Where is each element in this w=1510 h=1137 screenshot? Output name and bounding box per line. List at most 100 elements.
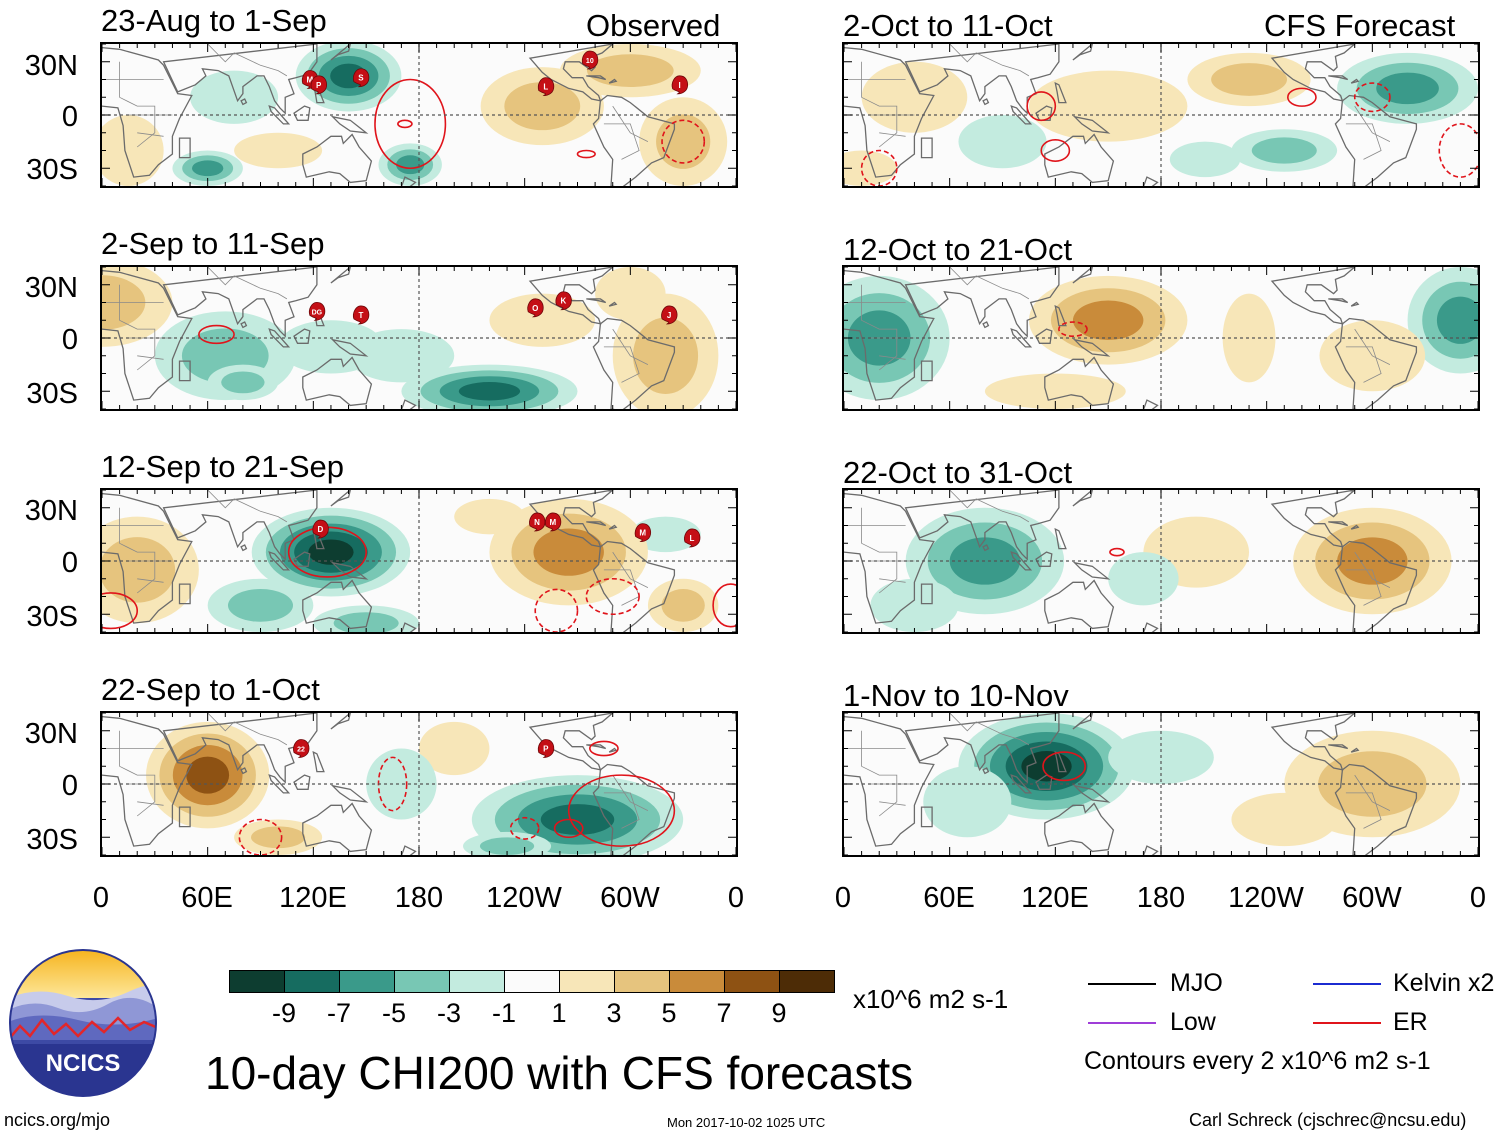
storm-label: L bbox=[690, 534, 695, 543]
storm-label: P bbox=[316, 81, 322, 90]
anomaly-contour bbox=[192, 160, 224, 177]
storm-label: N bbox=[534, 518, 540, 527]
footer-url[interactable]: ncics.org/mjo bbox=[4, 1110, 111, 1130]
coastline bbox=[401, 176, 417, 186]
colorbar-swatch bbox=[229, 970, 285, 993]
storm-marker: M bbox=[544, 512, 562, 532]
coastline bbox=[401, 845, 417, 855]
country-border bbox=[1345, 346, 1382, 383]
coastline bbox=[592, 763, 676, 855]
anomaly-contour bbox=[1251, 137, 1317, 164]
colorbar-tick-label: -9 bbox=[271, 998, 296, 1028]
map-svg-5 bbox=[844, 44, 1478, 186]
coastline bbox=[102, 269, 193, 401]
storm-label: DG bbox=[312, 309, 323, 316]
coastline bbox=[1328, 521, 1349, 527]
coastline bbox=[401, 399, 417, 409]
coastline bbox=[330, 338, 369, 357]
coastline bbox=[592, 94, 676, 186]
anomaly-contour bbox=[102, 115, 164, 186]
er-contour bbox=[712, 583, 736, 628]
er-contour bbox=[553, 818, 584, 839]
contour-note: Contours every 2 x10^6 m2 s-1 bbox=[1084, 1047, 1431, 1075]
legend-label-kelvin: Kelvin x2 bbox=[1393, 969, 1495, 997]
coastline bbox=[982, 321, 990, 329]
anomaly-contour bbox=[227, 588, 294, 622]
anomaly-contour bbox=[251, 826, 306, 849]
anomaly-contour bbox=[861, 61, 968, 133]
coastline bbox=[1054, 750, 1067, 773]
colorbar-tick-label: 1 bbox=[551, 998, 567, 1028]
xlabel-l-120e: 120E bbox=[279, 882, 347, 914]
xlabel-r-120w: 120W bbox=[1228, 882, 1304, 914]
anomaly-contour bbox=[984, 373, 1126, 409]
legend-label-low: Low bbox=[1170, 1008, 1216, 1036]
xlabel-r-60w: 60W bbox=[1342, 882, 1402, 914]
storm-marker: M bbox=[634, 523, 652, 543]
map-panel-8 bbox=[842, 711, 1480, 857]
coastline bbox=[1270, 267, 1356, 325]
coastline bbox=[1054, 527, 1067, 550]
tick-marks bbox=[102, 267, 736, 409]
anomaly-contour bbox=[1436, 296, 1478, 344]
coastline bbox=[240, 321, 248, 329]
storm-icon bbox=[661, 305, 678, 325]
storm-marker: 10 bbox=[581, 50, 599, 70]
coastline bbox=[1143, 622, 1159, 632]
er-contour bbox=[238, 818, 283, 855]
coastline bbox=[240, 767, 248, 775]
tick-marks bbox=[844, 44, 1478, 186]
coastlines bbox=[844, 490, 1418, 632]
country-border bbox=[119, 61, 156, 148]
storm-label: J bbox=[667, 311, 671, 320]
coastline bbox=[1072, 490, 1093, 507]
country-border bbox=[879, 578, 906, 583]
storm-icon bbox=[555, 291, 572, 311]
country-border bbox=[119, 284, 156, 371]
storm-marker: P bbox=[537, 739, 555, 758]
storm-marker: N bbox=[529, 512, 546, 532]
ylabel-30n-4: 30N bbox=[24, 718, 78, 750]
storm-marker: P bbox=[310, 75, 328, 95]
country-border bbox=[879, 132, 906, 137]
coastline bbox=[178, 583, 191, 605]
coastline bbox=[608, 747, 618, 753]
map-svg-7 bbox=[844, 490, 1478, 632]
storm-icon bbox=[537, 77, 555, 97]
coastline bbox=[240, 544, 248, 552]
legend-label-mjo: MJO bbox=[1170, 969, 1223, 997]
coastline bbox=[1270, 44, 1356, 102]
coastline bbox=[592, 540, 676, 632]
storm-marker: 22 bbox=[293, 739, 310, 758]
storm-label: O bbox=[532, 304, 538, 313]
coastline bbox=[1328, 298, 1349, 304]
anomaly-contour bbox=[396, 155, 425, 175]
anomaly-contour bbox=[923, 766, 1012, 838]
coastline bbox=[982, 544, 990, 552]
er-contour bbox=[1438, 123, 1478, 178]
coastline bbox=[1334, 540, 1418, 632]
legend-line-low bbox=[1088, 1022, 1156, 1024]
panel-title-6: 12-Oct to 21-Oct bbox=[843, 232, 1073, 267]
storm-marker: O bbox=[527, 298, 544, 318]
coastline bbox=[1328, 744, 1349, 750]
storm-label: I bbox=[679, 81, 681, 90]
storm-marker: T bbox=[353, 305, 370, 325]
ncics-logo-graphic: NCICS bbox=[9, 949, 157, 1097]
coastline bbox=[608, 524, 618, 530]
anomaly-contour bbox=[656, 114, 711, 169]
coastline bbox=[330, 44, 351, 61]
colorbar-tick-label: -7 bbox=[326, 998, 351, 1028]
storm-icon bbox=[527, 298, 544, 318]
coastline bbox=[162, 267, 318, 338]
country-border bbox=[207, 713, 288, 746]
storm-icon bbox=[353, 305, 370, 325]
panel-title-1: 23-Aug to 1-Sep bbox=[101, 3, 327, 38]
anomaly-contour bbox=[366, 748, 437, 820]
er-contour bbox=[567, 774, 676, 847]
storm-icon bbox=[312, 519, 329, 539]
colorbar-tick-label: 5 bbox=[661, 998, 677, 1028]
map-panel-7 bbox=[842, 488, 1480, 634]
anomaly-contour bbox=[1231, 792, 1338, 847]
country-border bbox=[137, 801, 164, 806]
